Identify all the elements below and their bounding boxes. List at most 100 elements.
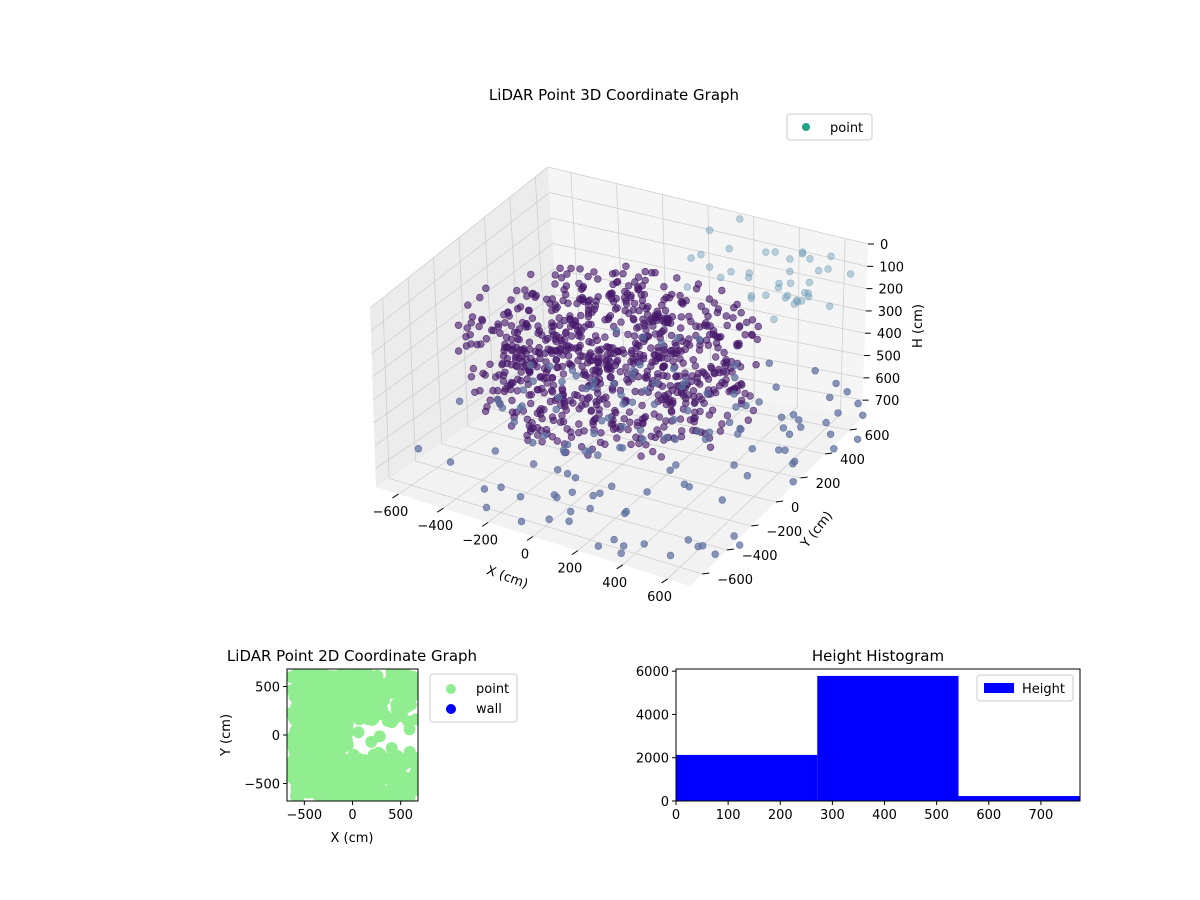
chart-3d-xtick-label: 200 <box>557 562 582 577</box>
chart-3d-point <box>604 414 613 422</box>
chart-3d-point <box>597 429 605 437</box>
chart-histogram: Height Histogram 0 100 200 300 400 500 600 7000… <box>636 647 1081 823</box>
chart-3d-point <box>522 323 530 331</box>
chart-2d-point <box>355 786 368 799</box>
chart-3d-point <box>621 287 629 296</box>
chart-3d-point <box>827 252 835 260</box>
chart-3d-point <box>696 380 704 388</box>
chart-3d-point <box>650 400 659 408</box>
chart-3d-gridline-z <box>549 192 868 267</box>
chart-3d-point <box>596 489 604 497</box>
chart-3d-point <box>517 377 525 385</box>
chart-3d-point <box>832 379 840 388</box>
chart-3d: LiDAR Point 3D Coordinate Graph −600 −400… <box>369 86 926 605</box>
chart-3d-point <box>733 300 741 309</box>
chart-3d-gridline-z <box>547 166 869 245</box>
chart-3d-point <box>507 322 516 330</box>
chart-3d-point <box>672 461 680 469</box>
chart-3d-point <box>494 396 502 404</box>
chart-3d-point <box>753 335 761 344</box>
chart-3d-ztick-label: 600 <box>875 372 900 387</box>
chart-3d-point <box>691 408 699 416</box>
chart-3d-point <box>696 323 704 331</box>
chart-3d-point <box>655 430 663 438</box>
chart-3d-point <box>662 400 670 409</box>
chart-3d-point <box>642 326 650 334</box>
chart-2d-point <box>366 754 379 767</box>
chart-3d-gridline-z <box>373 294 556 424</box>
chart-2d-point <box>334 677 347 690</box>
chart-3d-point <box>725 418 734 427</box>
chart-3d-point <box>462 333 470 341</box>
chart-3d-back-pane <box>548 167 868 418</box>
chart-3d-ytick-label: 200 <box>816 477 841 492</box>
chart-3d-point <box>598 417 606 425</box>
chart-3d-point <box>705 226 714 234</box>
chart-3d-point <box>682 399 690 407</box>
chart-3d-point <box>713 333 722 341</box>
chart-3d-point <box>527 270 535 279</box>
chart-3d-point <box>414 445 423 453</box>
chart-3d-point <box>619 542 628 550</box>
chart-3d-point <box>590 429 598 438</box>
chart-3d-xtick <box>571 550 579 556</box>
chart-3d-point <box>612 278 621 287</box>
chart-2d-point <box>323 695 336 708</box>
chart-2d-point <box>400 676 413 689</box>
chart-3d-point <box>547 306 556 315</box>
chart-3d-point <box>786 279 795 287</box>
chart-2d-point <box>342 699 355 711</box>
chart-3d-ytick <box>800 476 808 479</box>
chart-3d-point <box>575 420 583 428</box>
chart-3d-point <box>577 401 586 410</box>
chart-3d-point <box>762 248 770 256</box>
chart-3d-point <box>634 285 642 294</box>
chart-3d-point <box>464 301 472 309</box>
chart-3d-point <box>777 413 786 421</box>
chart-3d-point <box>824 265 832 273</box>
chart-3d-point <box>511 356 520 364</box>
chart-3d-point <box>585 447 594 455</box>
chart-3d-point <box>747 292 756 300</box>
chart-3d-point <box>540 431 549 440</box>
chart-3d-point <box>854 399 862 408</box>
chart-3d-point <box>647 362 655 370</box>
chart-3d-point <box>670 415 678 424</box>
chart-3d-point <box>775 446 783 454</box>
chart-3d-legend-box <box>786 113 873 141</box>
chart-3d-point <box>480 485 489 493</box>
chart-3d-point <box>557 274 566 282</box>
chart-3d-point <box>822 418 830 427</box>
chart-3d-point <box>694 542 702 551</box>
chart-3d-point <box>527 354 535 363</box>
chart-3d-point <box>697 250 705 259</box>
chart-2d-ytick-label: 500 <box>255 680 280 695</box>
chart-3d-point <box>594 275 602 283</box>
chart-3d-point <box>632 433 640 441</box>
chart-3d-point <box>584 309 593 318</box>
chart-3d-point <box>722 312 730 320</box>
chart-3d-point <box>685 335 693 343</box>
chart-3d-point <box>543 379 551 387</box>
chart-3d-point <box>730 532 738 540</box>
chart-3d-ztick-label: 500 <box>876 350 901 365</box>
chart-3d-point <box>551 280 559 288</box>
chart-3d-point <box>611 305 620 313</box>
chart-3d-point <box>697 302 705 310</box>
chart-3d-point <box>525 338 534 346</box>
chart-3d-point <box>704 312 712 320</box>
chart-3d-point <box>573 299 581 308</box>
chart-3d-point <box>658 382 667 390</box>
chart-3d-point <box>754 322 762 331</box>
chart-3d-point <box>479 369 487 378</box>
chart-3d-point <box>651 269 659 277</box>
chart-3d-point <box>596 438 605 447</box>
chart-3d-point <box>655 413 663 421</box>
chart-3d-point <box>616 368 624 376</box>
chart-3d-floor-pane <box>376 366 862 586</box>
chart-3d-point <box>619 423 627 431</box>
chart-3d-ztick-label: 700 <box>875 394 900 409</box>
chart-3d-point <box>666 551 675 560</box>
chart-2d-point <box>394 710 407 722</box>
